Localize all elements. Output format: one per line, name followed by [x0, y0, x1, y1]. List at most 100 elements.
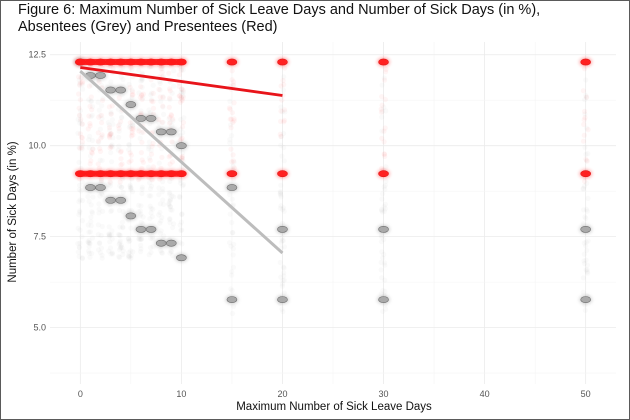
background-point — [118, 148, 124, 154]
background-point — [279, 306, 285, 312]
background-point — [150, 99, 156, 105]
background-point — [584, 94, 590, 100]
background-point — [108, 131, 114, 137]
background-point — [582, 115, 588, 121]
background-point — [76, 187, 83, 193]
background-point — [148, 183, 155, 189]
background-point — [167, 191, 173, 197]
background-point — [180, 93, 186, 99]
background-point — [87, 254, 93, 260]
background-point — [169, 249, 175, 255]
background-point — [77, 120, 83, 126]
background-point — [167, 88, 173, 94]
background-point — [157, 87, 163, 93]
background-point — [278, 192, 284, 198]
background-point — [90, 146, 96, 152]
background-point — [128, 158, 134, 164]
background-point — [169, 159, 175, 165]
background-point — [167, 204, 173, 210]
background-point — [95, 161, 101, 167]
background-point — [96, 201, 102, 207]
background-point — [156, 192, 162, 198]
background-point — [119, 184, 125, 190]
background-point — [128, 125, 134, 132]
background-point — [110, 65, 116, 71]
background-point — [99, 103, 105, 109]
background-point — [281, 290, 287, 296]
presentee-band — [75, 170, 187, 177]
background-point — [158, 98, 164, 104]
x-tick-label: 20 — [277, 389, 287, 399]
background-point — [85, 194, 91, 200]
absentee-point — [95, 184, 106, 191]
background-point — [98, 245, 105, 251]
background-point — [107, 132, 113, 138]
background-point — [180, 67, 186, 73]
background-point — [88, 202, 94, 208]
background-point — [230, 119, 236, 126]
background-point — [140, 91, 146, 97]
background-point — [130, 92, 136, 98]
background-point — [227, 211, 233, 217]
background-point — [278, 108, 284, 114]
background-point — [281, 130, 287, 137]
background-point — [87, 133, 93, 139]
background-point — [379, 275, 385, 281]
background-point — [178, 116, 184, 123]
background-point — [381, 139, 387, 145]
background-point — [98, 82, 104, 88]
background-point — [157, 80, 163, 86]
background-point — [90, 194, 96, 200]
absentee-point — [145, 115, 157, 122]
background-point — [180, 183, 186, 189]
background-point — [583, 92, 589, 98]
background-point — [281, 244, 287, 250]
background-point — [129, 89, 136, 95]
background-point — [128, 185, 134, 191]
background-point — [118, 119, 124, 125]
background-point — [76, 105, 82, 111]
background-point — [88, 219, 94, 225]
background-point — [76, 253, 82, 259]
background-point — [279, 283, 285, 289]
background-point — [96, 210, 102, 216]
x-tick-label: 10 — [176, 389, 186, 399]
background-point — [378, 106, 384, 112]
background-point — [148, 151, 155, 157]
background-point — [147, 180, 153, 186]
background-point — [179, 90, 185, 96]
background-point — [86, 83, 93, 89]
background-point — [583, 158, 590, 164]
background-point — [160, 186, 166, 192]
background-point — [78, 116, 84, 122]
absentee-point — [115, 86, 127, 94]
background-point — [89, 137, 95, 143]
background-point — [75, 116, 81, 122]
background-point — [230, 264, 237, 270]
background-point — [170, 252, 176, 259]
background-point — [157, 209, 163, 216]
background-point — [107, 245, 114, 251]
background-point — [280, 77, 286, 84]
background-point — [77, 82, 83, 88]
background-point — [107, 232, 113, 238]
background-point — [117, 121, 123, 128]
background-point — [381, 128, 387, 134]
background-point — [584, 180, 590, 186]
background-point — [581, 121, 587, 127]
background-point — [116, 95, 122, 101]
background-point — [116, 143, 122, 149]
background-point — [95, 222, 101, 228]
background-point — [136, 202, 142, 208]
absentee-point — [125, 101, 137, 108]
background-point — [228, 146, 234, 152]
background-point — [87, 241, 93, 247]
presentee-trend-line — [80, 66, 283, 97]
background-point — [140, 214, 146, 220]
background-point — [180, 150, 186, 156]
background-point — [96, 240, 102, 246]
background-point — [584, 208, 590, 214]
background-point — [86, 237, 92, 244]
background-point — [119, 245, 125, 251]
background-point — [108, 232, 114, 238]
